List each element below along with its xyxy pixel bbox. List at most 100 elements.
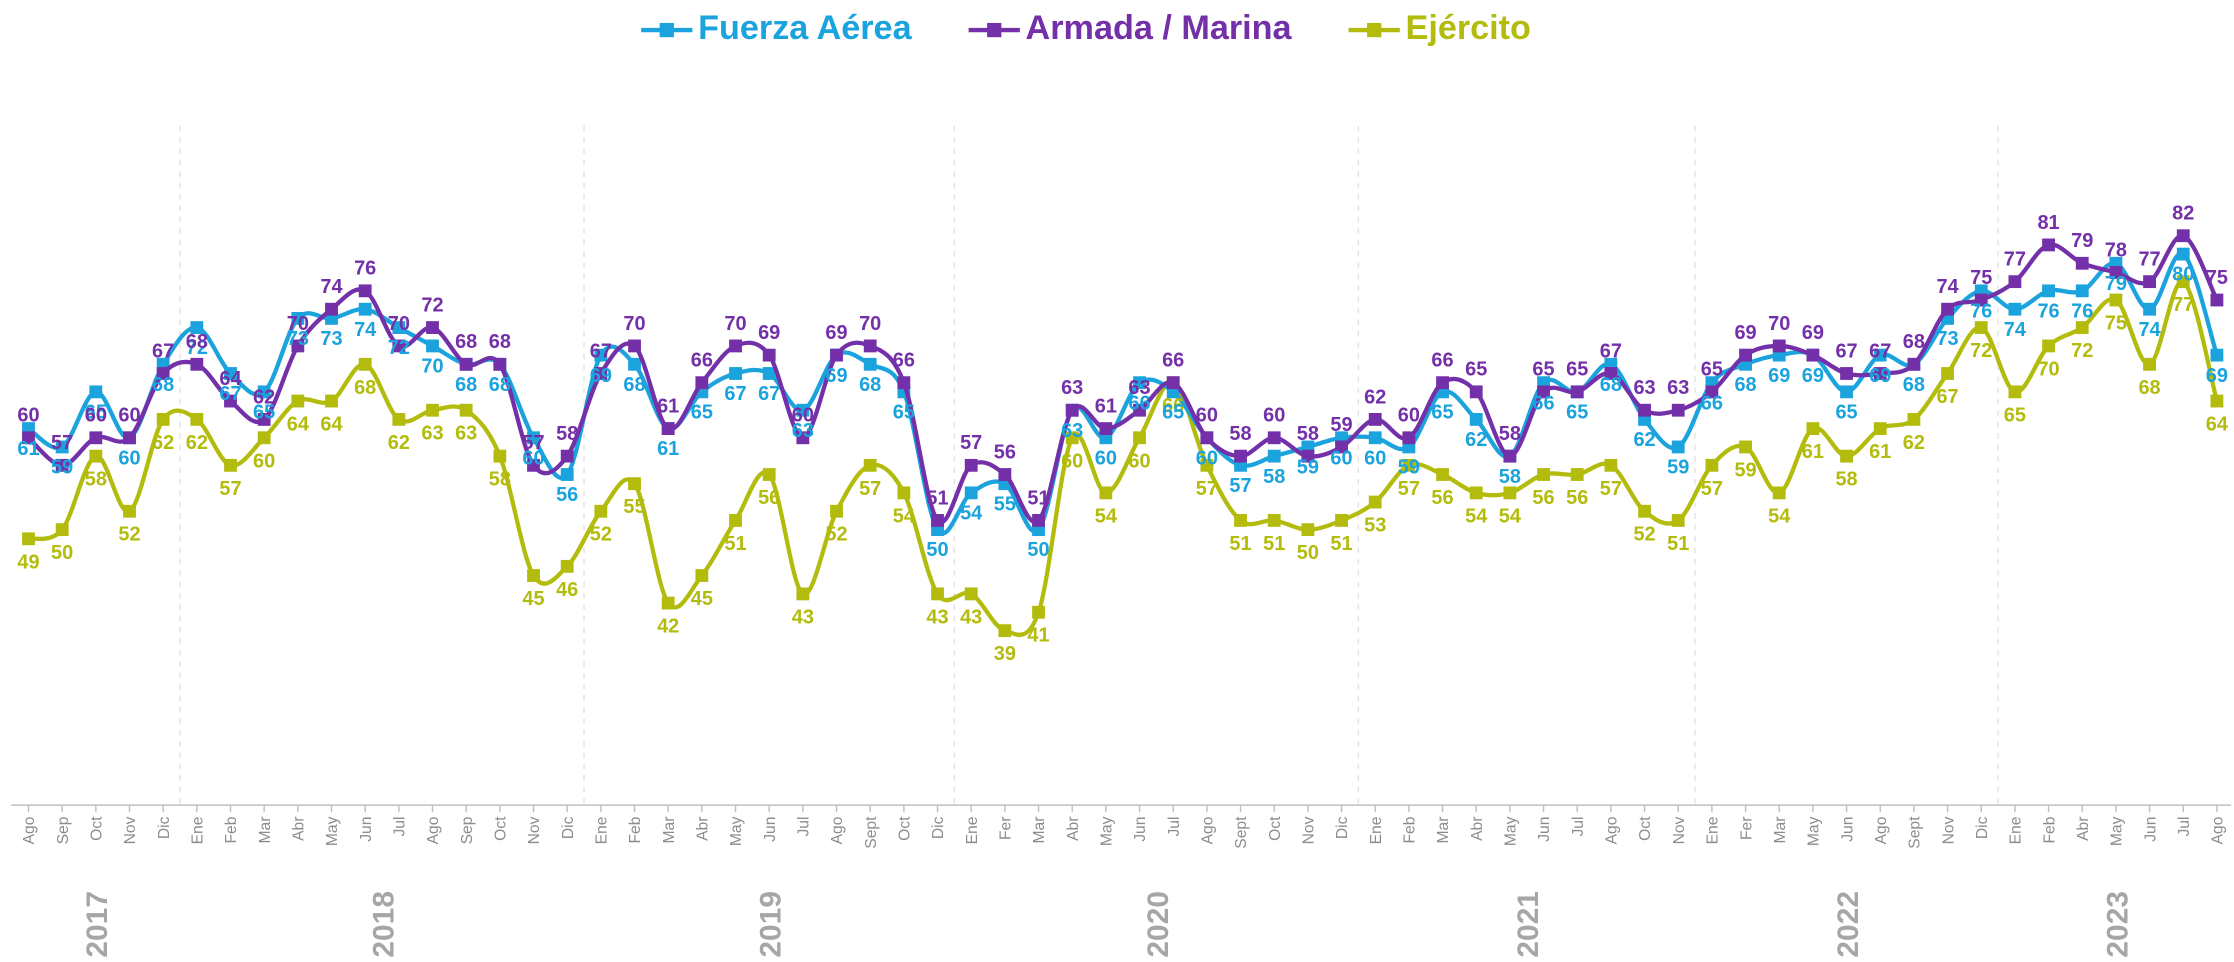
point-marker [661,596,675,610]
point-marker [1267,431,1281,445]
data-label: 58 [1263,466,1285,488]
data-label: 65 [2004,404,2026,426]
point-marker [1133,376,1146,390]
point-marker [729,367,742,380]
x-tick-label: Jun [1839,817,1856,842]
point-marker [22,532,35,546]
x-tick-label: Nov [1671,816,1688,844]
year-label: 2020 [1142,891,1175,958]
point-marker [594,348,608,362]
point-marker [2075,256,2089,270]
data-label: 76 [354,258,376,280]
data-label: 63 [792,420,814,442]
point-marker [426,321,439,334]
x-tick-label: Ene [2008,816,2025,844]
point-marker [190,412,204,426]
point-marker [1368,412,1382,426]
point-marker [392,339,406,353]
point-marker [55,523,69,537]
point-marker [1873,348,1887,362]
point-marker [1469,385,1483,399]
data-label: 70 [421,356,443,378]
data-label: 56 [758,487,780,509]
x-tick-label: Mar [1031,817,1048,844]
data-label: 49 [17,551,39,573]
point-marker [2075,284,2089,298]
point-marker [1234,449,1247,463]
point-marker [998,624,1012,638]
point-marker [560,468,574,481]
x-tick-label: Nov [1940,816,1957,844]
data-label: 60 [1061,450,1083,472]
point-marker [897,376,911,390]
point-marker [594,504,608,518]
data-label: 60 [522,447,544,469]
data-label: 57 [859,478,881,500]
data-label: 65 [1835,401,1857,423]
data-label: 76 [1970,300,1992,322]
point-marker [1739,348,1752,362]
point-marker [1570,468,1584,481]
point-marker [796,403,810,417]
point-marker [1503,486,1517,500]
data-label: 69 [2206,365,2228,387]
data-label: 69 [1768,365,1790,387]
x-tick-label: May [728,816,745,846]
x-tick-label: Jun [2142,817,2159,842]
x-tick-label: Sept [863,816,880,849]
point-marker [55,440,69,454]
data-label: 80 [2172,264,2194,286]
point-marker [224,458,237,472]
data-label: 51 [1667,533,1689,555]
x-tick-label: Dic [156,816,173,839]
data-label: 60 [792,405,814,427]
point-marker [1974,321,1988,334]
data-label: 70 [2037,358,2059,380]
data-label: 77 [2138,249,2160,271]
x-tick-label: Feb [1402,816,1419,843]
data-label: 70 [859,313,881,335]
data-label: 76 [2037,300,2059,322]
data-label: 54 [960,503,982,525]
point-marker [55,458,69,472]
point-marker [325,302,338,316]
data-label: 69 [825,322,847,344]
point-marker [628,357,641,371]
data-label: 57 [960,432,982,454]
data-label: 42 [657,616,679,638]
point-marker [2008,385,2022,399]
data-label: 65 [1162,401,1184,423]
point-marker [931,514,944,527]
point-marker [1065,403,1079,417]
point-marker [2143,275,2156,289]
data-label: 73 [1936,328,1958,350]
point-marker [2075,321,2089,334]
point-marker [1671,403,1685,417]
x-tick-label: May [1099,816,1116,846]
x-tick-label: Mar [661,817,678,844]
point-marker [89,449,103,463]
data-label: 60 [1398,405,1420,427]
point-marker [156,367,170,380]
data-label: 67 [758,383,780,405]
data-label: 63 [1667,377,1689,399]
data-label: 68 [1903,374,1925,396]
data-label: 70 [1768,313,1790,335]
point-marker [1166,376,1180,390]
point-marker [560,449,574,463]
point-marker [1604,367,1618,380]
point-marker [1570,385,1584,399]
point-marker [1840,449,1853,463]
legend-marker [659,22,674,38]
data-label: 51 [724,533,746,555]
data-label: 61 [17,438,39,460]
point-marker [1772,339,1786,353]
data-label: 56 [1532,487,1554,509]
point-marker [863,458,877,472]
data-label: 51 [1229,533,1251,555]
data-label: 81 [2037,212,2059,234]
data-label: 60 [1196,447,1218,469]
data-label: 58 [556,423,578,445]
data-label: 45 [691,588,713,610]
